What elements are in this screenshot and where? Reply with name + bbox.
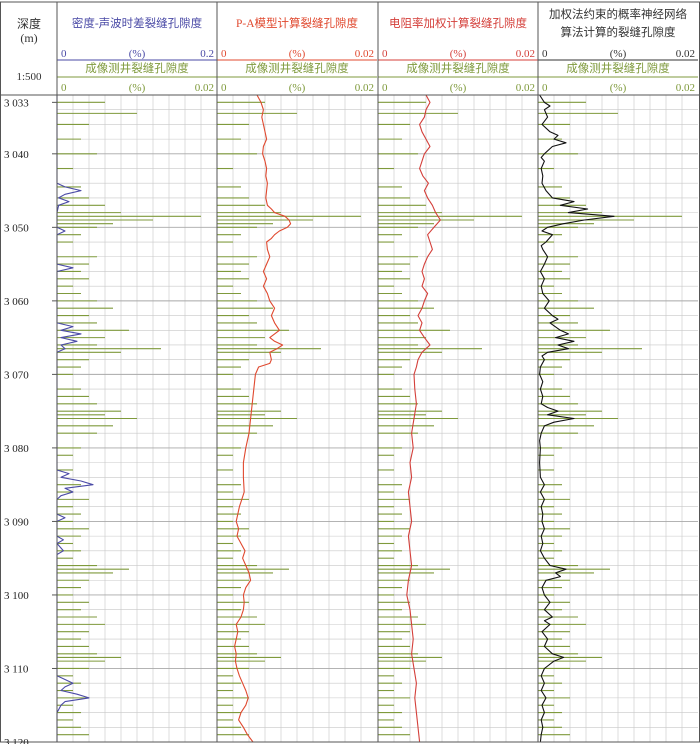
track-title: 电阻率加权计算裂缝孔隙度	[389, 16, 527, 30]
track-max-label: 0.02	[355, 48, 374, 60]
image-log-unit-label: (%)	[289, 82, 306, 94]
image-log-unit-label: (%)	[450, 82, 467, 94]
depth-tick-label: 3 080	[4, 443, 29, 455]
image-log-min-label: 0	[542, 82, 548, 94]
image-log-title: 成像测井裂缝孔隙度	[566, 61, 670, 75]
depth-tick-label: 3 110	[4, 663, 29, 675]
porosity-curve-4	[539, 94, 615, 743]
depth-tick-label: 3 060	[4, 296, 29, 308]
track-min-label: 0	[382, 48, 388, 60]
track-unit-label: (%)	[129, 48, 146, 60]
track-max-label: 0.02	[516, 48, 535, 60]
depth-tick-label: 3 120	[4, 737, 29, 744]
depth-tick-label: 3 040	[4, 149, 29, 161]
image-log-min-label: 0	[382, 82, 388, 94]
header: 深度(m) 1:500 密度-声波时差裂缝孔隙度 0 (%) 0.2 成像测井裂缝孔隙度 0 (…	[16, 7, 695, 94]
track-unit-label: (%)	[610, 48, 627, 60]
image-log-spikes	[57, 101, 682, 736]
depth-tick-label: 3 070	[4, 369, 29, 381]
track-title: 加权法约束的概率神经网络	[549, 7, 687, 21]
track-min-label: 0	[221, 48, 227, 60]
track-title: 密度-声波时差裂缝孔隙度	[72, 16, 203, 30]
porosity-curve-2	[234, 94, 292, 743]
depth-title: 深度	[17, 16, 41, 31]
porosity-curve-3	[406, 94, 441, 743]
image-log-unit-label: (%)	[129, 82, 146, 94]
image-log-max-label: 0.02	[516, 82, 535, 94]
track-title: 算法计算的裂缝孔隙度	[561, 25, 676, 39]
depth-tick-label: 3 050	[4, 222, 29, 234]
image-log-min-label: 0	[221, 82, 227, 94]
image-log-title: 成像测井裂缝孔隙度	[85, 61, 189, 75]
track-unit-label: (%)	[289, 48, 306, 60]
track-unit-label: (%)	[450, 48, 467, 60]
depth-axis: 3 033 3 040 3 050 3 060 3 070 3 080 3 090 3 100…	[4, 97, 57, 744]
depth-tick-label: 3 033	[4, 97, 29, 109]
image-log-max-label: 0.02	[195, 82, 214, 94]
image-log-unit-label: (%)	[610, 82, 627, 94]
track-min-label: 0	[542, 48, 548, 60]
image-log-title: 成像测井裂缝孔隙度	[245, 61, 349, 75]
image-log-max-label: 0.02	[355, 82, 374, 94]
image-log-title: 成像测井裂缝孔隙度	[406, 61, 510, 75]
track-min-label: 0	[61, 48, 67, 60]
track-max-label: 0.2	[200, 48, 214, 60]
track-max-label: 0.02	[676, 48, 695, 60]
depth-tick-label: 3 100	[4, 590, 29, 602]
depth-unit: (m)	[20, 31, 37, 45]
track-title: P-A模型计算裂缝孔隙度	[236, 16, 359, 30]
image-log-min-label: 0	[61, 82, 67, 94]
image-log-max-label: 0.02	[676, 82, 695, 94]
depth-tick-label: 3 090	[4, 516, 29, 528]
depth-scale: 1:500	[16, 71, 42, 83]
